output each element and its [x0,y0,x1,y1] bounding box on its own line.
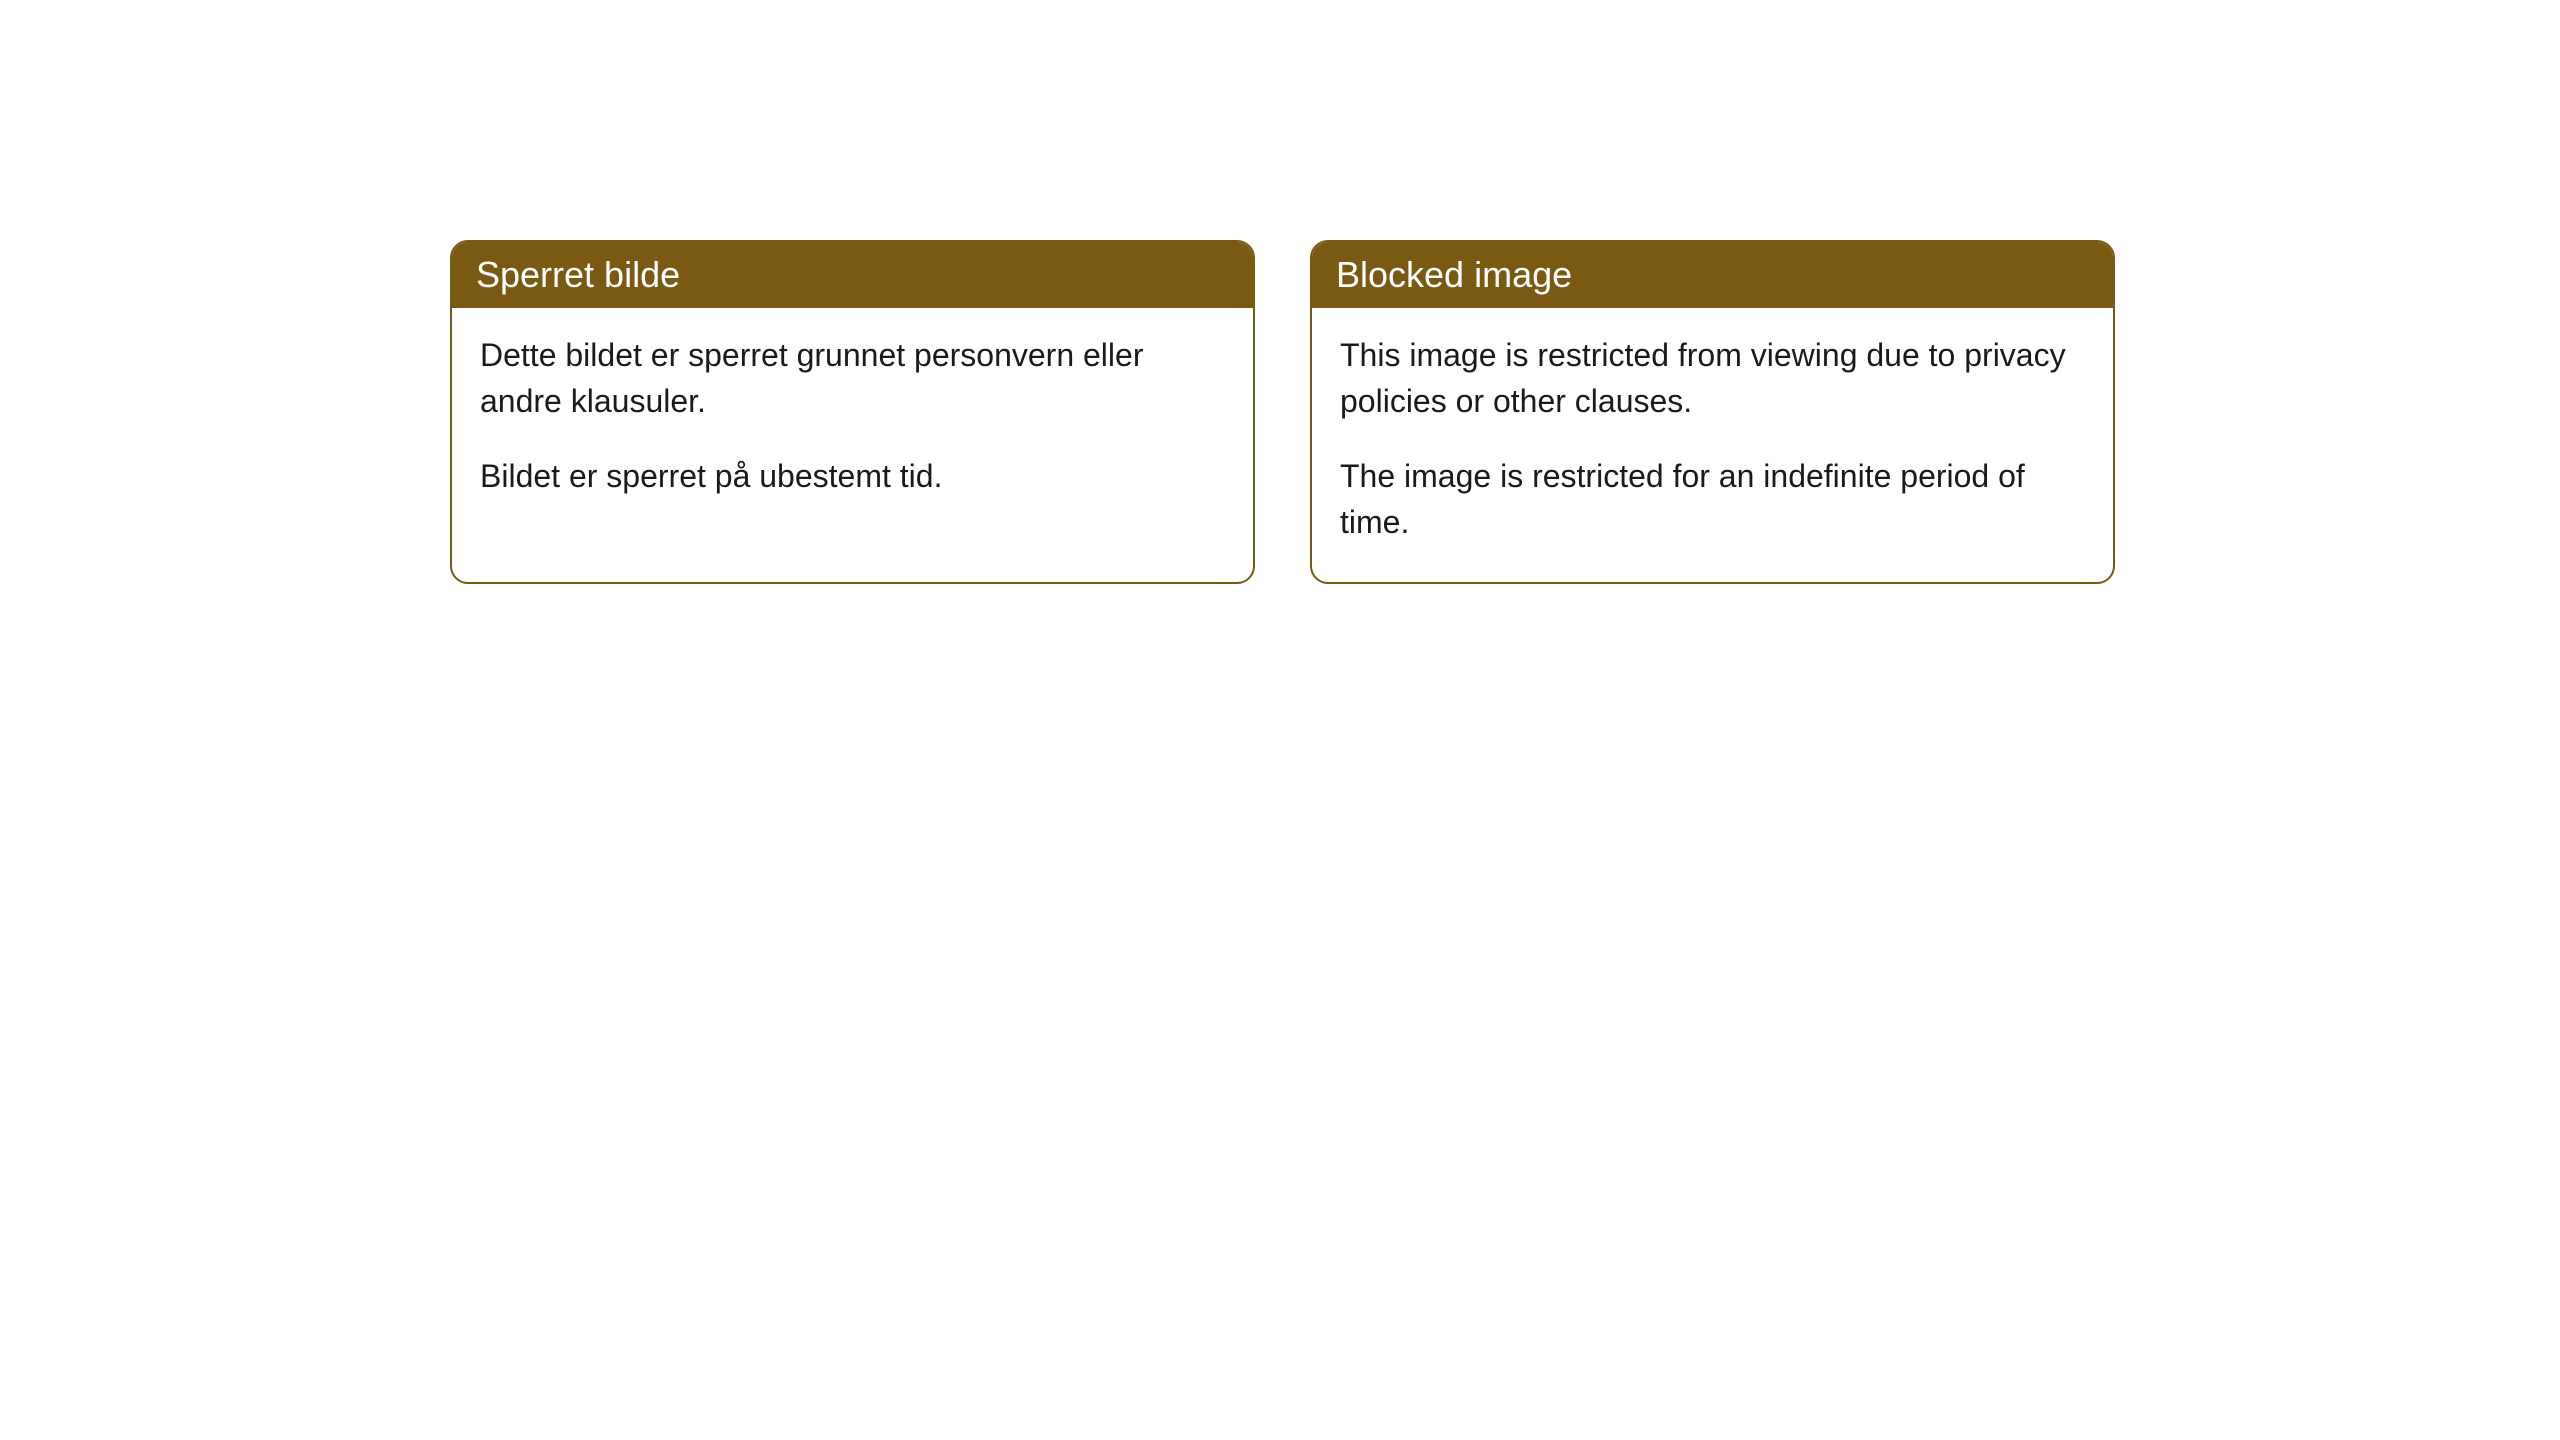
card-body-p1-en: This image is restricted from viewing du… [1340,332,2085,425]
card-title-no: Sperret bilde [476,254,680,295]
card-body-p2-en: The image is restricted for an indefinit… [1340,453,2085,546]
card-body-en: This image is restricted from viewing du… [1312,308,2113,582]
blocked-image-card-en: Blocked image This image is restricted f… [1310,240,2115,584]
blocked-image-card-no: Sperret bilde Dette bildet er sperret gr… [450,240,1255,584]
cards-container: Sperret bilde Dette bildet er sperret gr… [450,240,2560,584]
card-body-p2-no: Bildet er sperret på ubestemt tid. [480,453,1225,499]
card-title-en: Blocked image [1336,254,1572,295]
card-body-no: Dette bildet er sperret grunnet personve… [452,308,1253,535]
card-header-no: Sperret bilde [452,242,1253,308]
card-header-en: Blocked image [1312,242,2113,308]
card-body-p1-no: Dette bildet er sperret grunnet personve… [480,332,1225,425]
